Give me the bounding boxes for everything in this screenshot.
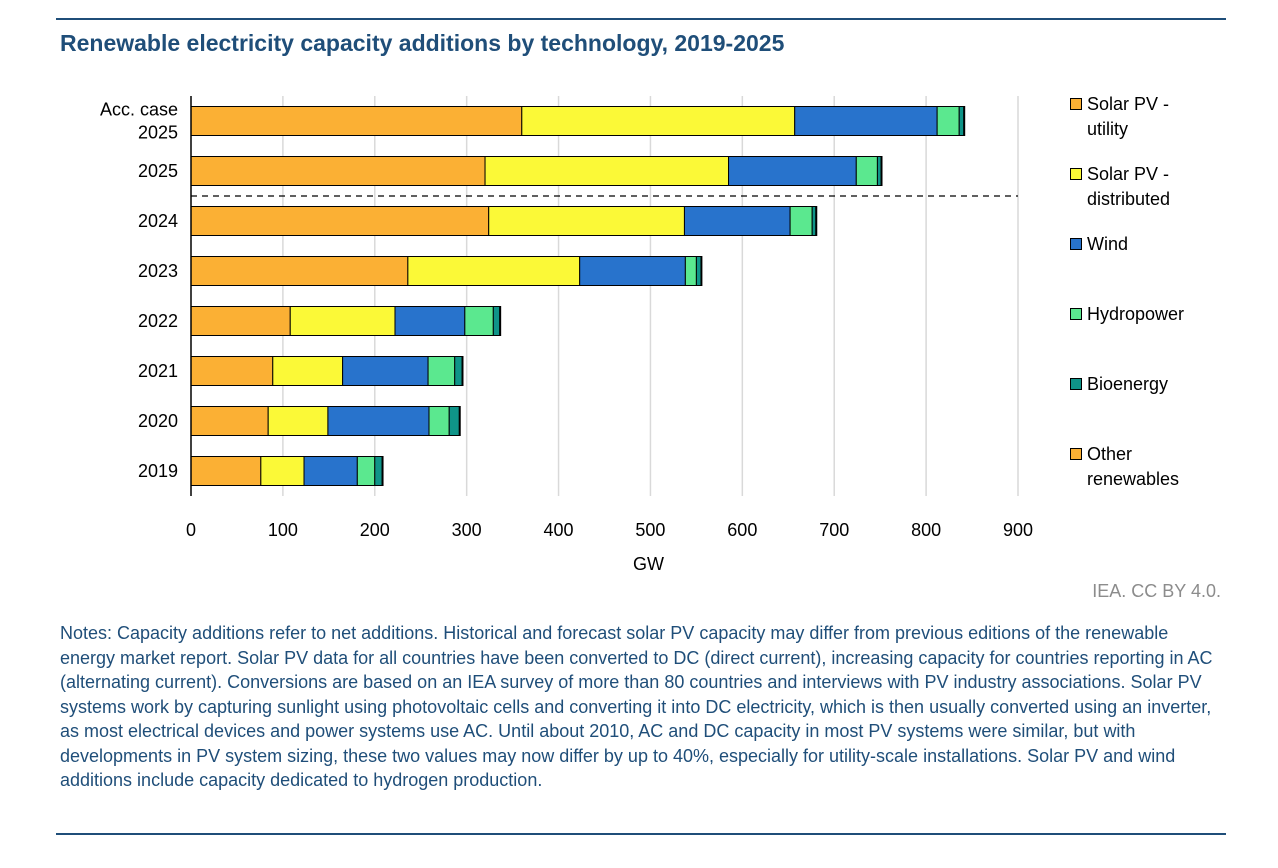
category-label-0: Acc. case 2025 [100, 100, 178, 143]
bar-4-7 [374, 456, 383, 486]
bar-3-3 [684, 256, 697, 286]
category-label-6: 2020 [138, 411, 178, 431]
bar-4-6 [448, 406, 460, 436]
bar-5-0 [963, 106, 966, 136]
x-tick-label-0: 0 [186, 520, 196, 540]
bar-3-7 [356, 456, 376, 486]
category-label-5: 2021 [138, 361, 178, 381]
bar-1-0 [521, 106, 796, 136]
bar-3-5 [427, 356, 456, 386]
bar-2-0 [794, 106, 938, 136]
legend-swatch-1 [1070, 168, 1082, 180]
bar-2-6 [327, 406, 430, 436]
bar-3-1 [855, 156, 878, 186]
x-tick-label-400: 400 [544, 520, 574, 540]
legend-label-4: Bioenergy [1087, 374, 1169, 394]
bar-0-0 [190, 106, 523, 136]
bar-3-6 [428, 406, 450, 436]
bar-4-1 [876, 156, 882, 186]
source-credit: IEA. CC BY 4.0. [1092, 581, 1221, 601]
category-label-4: 2022 [138, 311, 178, 331]
bottom-rule [56, 833, 1226, 835]
bar-5-5 [461, 356, 464, 386]
legend-label-3: Hydropower [1087, 304, 1185, 324]
bar-1-7 [260, 456, 305, 486]
bar-2-2 [683, 206, 791, 236]
x-tick-label-700: 700 [819, 520, 849, 540]
bar-1-2 [488, 206, 685, 236]
top-rule [56, 18, 1226, 20]
x-axis-label: GW [633, 554, 664, 574]
bar-1-5 [272, 356, 344, 386]
legend-item-3: Hydropower [1070, 302, 1184, 327]
bar-3-2 [789, 206, 813, 236]
bar-0-3 [190, 256, 409, 286]
chart-title: Renewable electricity capacity additions… [60, 30, 785, 56]
category-label-3: 2023 [138, 261, 178, 281]
bar-5-3 [700, 256, 703, 286]
legend-swatch-0 [1070, 98, 1082, 110]
x-tick-label-900: 900 [1003, 520, 1033, 540]
bar-4-4 [492, 306, 501, 336]
bar-chart: Acc. case 2025 2025 2024 2023 2022 2021 2020 201… [100, 96, 1033, 574]
category-label-7: 2019 [138, 461, 178, 481]
x-tick-label-300: 300 [452, 520, 482, 540]
bar-0-1 [190, 156, 486, 186]
legend-item-1: Solar PV - distributed [1070, 162, 1170, 212]
bar-0-6 [190, 406, 269, 436]
legend-item-4: Bioenergy [1070, 372, 1168, 397]
bar-4-5 [454, 356, 463, 386]
bar-0-5 [190, 356, 274, 386]
x-tick-label-200: 200 [360, 520, 390, 540]
bar-5-6 [458, 406, 461, 436]
bar-4-2 [811, 206, 817, 236]
legend-swatch-3 [1070, 308, 1082, 320]
legend-swatch-5 [1070, 448, 1082, 460]
x-tick-label-100: 100 [268, 520, 298, 540]
bar-1-1 [484, 156, 730, 186]
bar-5-4 [499, 306, 502, 336]
bar-2-1 [728, 156, 857, 186]
bar-5-1 [880, 156, 883, 186]
x-tick-label-600: 600 [727, 520, 757, 540]
legend-swatch-4 [1070, 378, 1082, 390]
bar-2-5 [342, 356, 429, 386]
legend-label-0: Solar PV - utility [1087, 94, 1170, 139]
bar-1-3 [407, 256, 581, 286]
bar-0-2 [190, 206, 490, 236]
legend-label-5: Other renewables [1087, 444, 1180, 489]
bar-5-7 [381, 456, 384, 486]
bar-1-6 [267, 406, 329, 436]
bar-5-2 [815, 206, 818, 236]
legend-label-2: Wind [1087, 234, 1129, 254]
category-label-2: 2024 [138, 211, 178, 231]
bar-0-7 [190, 456, 262, 486]
bar-4-3 [695, 256, 702, 286]
category-label-1: 2025 [138, 161, 178, 181]
legend-swatch-2 [1070, 238, 1082, 250]
bar-3-4 [464, 306, 494, 336]
bar-1-4 [289, 306, 396, 336]
bar-0-4 [190, 306, 291, 336]
bar-2-4 [394, 306, 466, 336]
legend-item-5: Other renewables [1070, 442, 1179, 492]
bar-2-7 [303, 456, 358, 486]
chart-notes: Notes: Capacity additions refer to net a… [60, 623, 1213, 790]
x-tick-label-800: 800 [911, 520, 941, 540]
legend-label-1: Solar PV - distributed [1087, 164, 1171, 209]
bar-4-0 [958, 106, 965, 136]
legend-item-2: Wind [1070, 232, 1128, 257]
legend-item-0: Solar PV - utility [1070, 92, 1169, 142]
bar-2-3 [579, 256, 686, 286]
bar-3-0 [936, 106, 960, 136]
x-tick-label-500: 500 [635, 520, 665, 540]
